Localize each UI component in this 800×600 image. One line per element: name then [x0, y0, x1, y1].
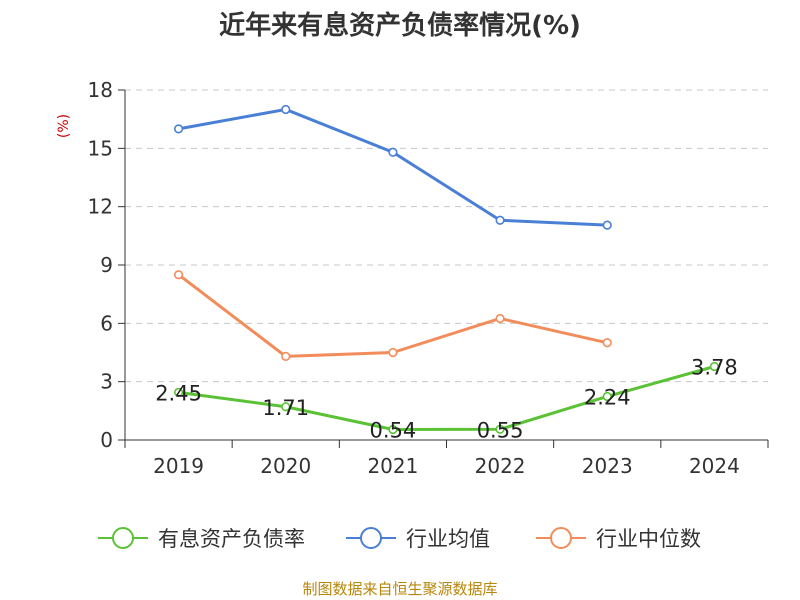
data-labels: 2.45 1.71 0.54 0.55 2.24 3.78	[155, 356, 738, 443]
legend-label: 有息资产负债率	[158, 527, 305, 551]
x-axis-ticks: 2019 2020 2021 2022 2023 2024	[124, 440, 769, 478]
x-tick-label: 2024	[689, 454, 740, 478]
x-tick-label: 2020	[260, 454, 311, 478]
source-note: 制图数据来自恒生聚源数据库	[302, 580, 497, 598]
x-tick-label: 2022	[475, 454, 526, 478]
y-tick-label: 9	[100, 253, 113, 277]
data-point	[602, 391, 612, 402]
x-tick-label: 2019	[153, 454, 204, 478]
y-tick-label: 3	[100, 370, 113, 394]
series-line	[178, 365, 715, 431]
data-point	[173, 387, 184, 397]
y-tick-label: 18	[88, 78, 113, 102]
y-tick-label: 15	[88, 136, 113, 160]
data-label: 3.78	[691, 356, 738, 380]
legend: 有息资产负债率 行业均值 行业中位数	[98, 527, 701, 551]
data-label: 1.71	[262, 396, 309, 420]
data-point	[281, 104, 291, 115]
data-point	[602, 338, 612, 348]
legend-label: 行业中位数	[596, 527, 701, 551]
data-point	[281, 351, 291, 361]
data-point	[495, 313, 505, 324]
data-label: 2.45	[155, 381, 202, 405]
legend-marker	[112, 527, 134, 549]
data-point	[602, 220, 612, 230]
data-point	[709, 361, 720, 372]
data-label: 2.24	[584, 385, 631, 409]
data-point	[173, 124, 184, 134]
series-line	[178, 107, 608, 227]
x-tick-label: 2023	[582, 454, 633, 478]
series-group	[173, 104, 720, 435]
data-point	[495, 424, 505, 434]
legend-label: 行业均值	[406, 527, 490, 551]
data-label: 0.55	[477, 418, 524, 442]
y-tick-label: 6	[100, 311, 113, 335]
data-point	[388, 147, 398, 157]
y-tick-label: 0	[100, 428, 113, 452]
data-point	[388, 347, 398, 358]
data-point	[281, 402, 291, 412]
y-tick-label: 12	[88, 195, 113, 219]
data-point	[173, 270, 184, 280]
grid-lines	[125, 89, 768, 383]
legend-marker	[550, 527, 572, 549]
series-line	[177, 273, 608, 358]
legend-marker	[360, 527, 382, 549]
data-point	[388, 424, 398, 435]
chart-title: 近年来有息资产负债率情况(%)	[219, 10, 581, 41]
data-label: 0.54	[370, 419, 417, 443]
y-axis-ticks: 0 3 6 9 12 15 18	[88, 78, 125, 452]
y-axis-unit-label: (%)	[56, 114, 72, 138]
data-point	[495, 215, 505, 225]
x-tick-label: 2021	[367, 454, 418, 478]
